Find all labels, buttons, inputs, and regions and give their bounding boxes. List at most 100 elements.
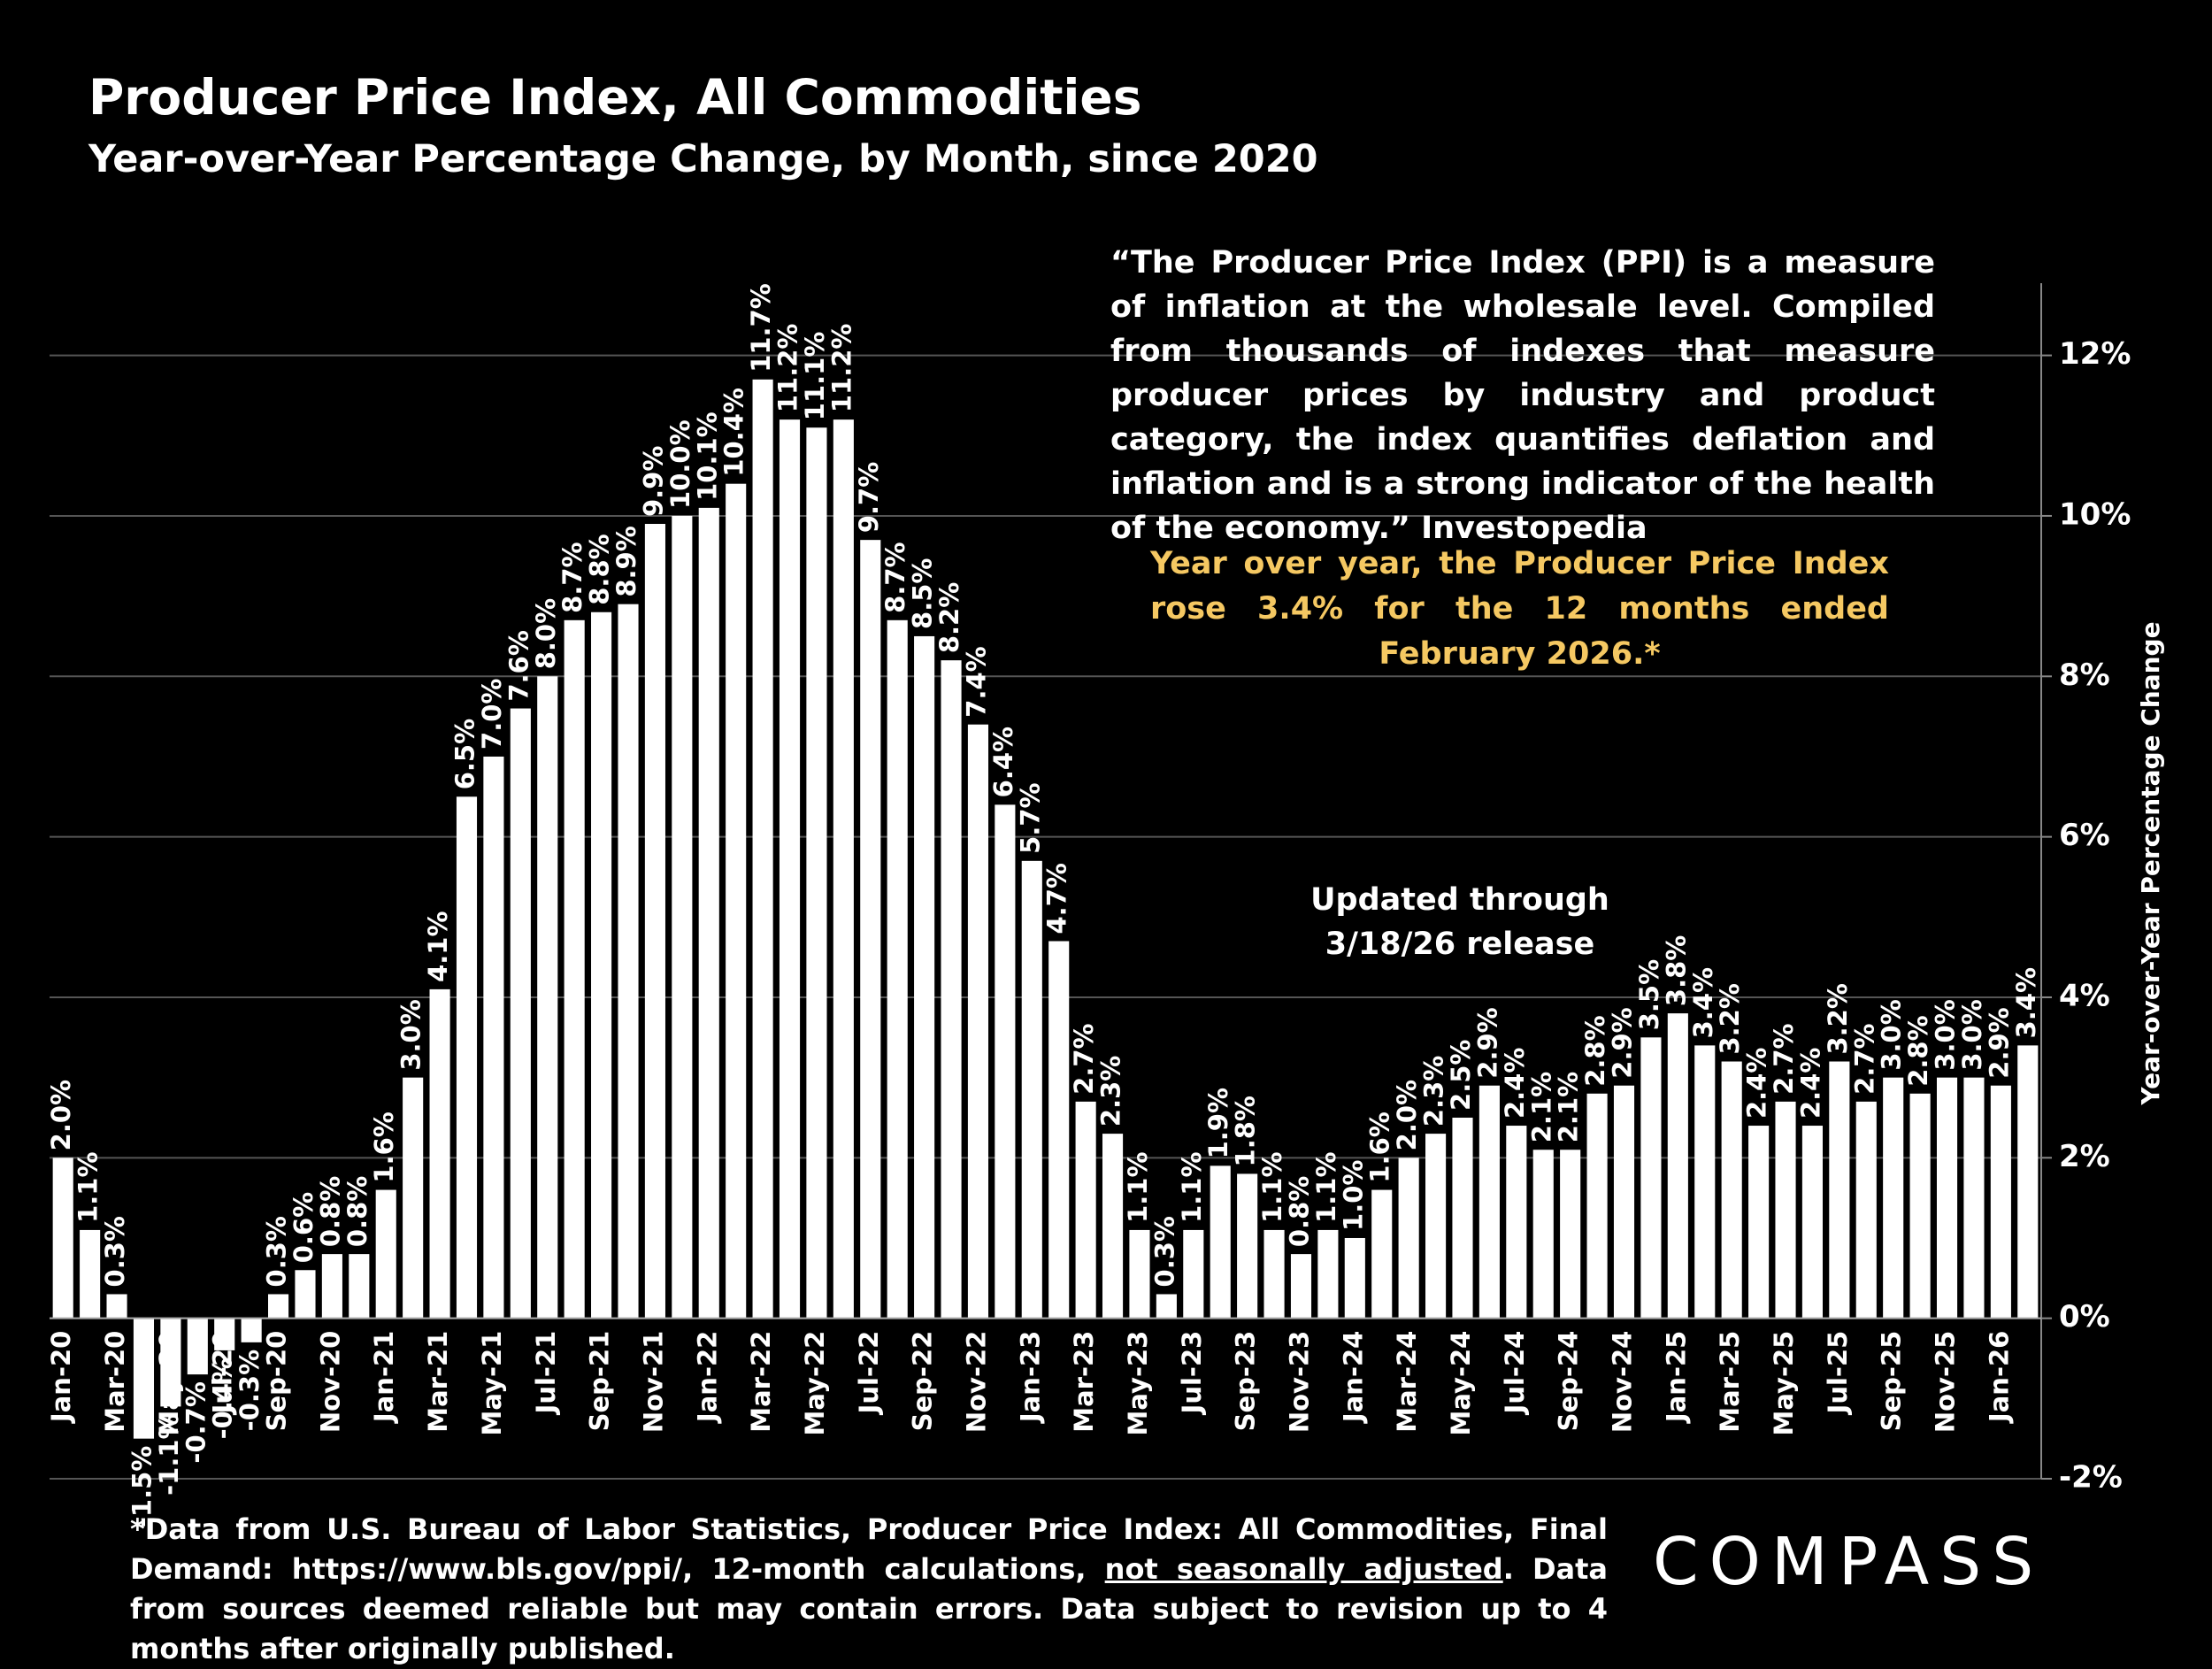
value-label: 8.2% (934, 582, 964, 653)
x-tick-label: Jan-21 (369, 1331, 399, 1424)
y-tick-label: 2% (2059, 1139, 2110, 1174)
y-tick-label: 6% (2059, 818, 2110, 853)
bar (537, 676, 558, 1319)
bar (1263, 1229, 1285, 1319)
value-label: 0.3% (100, 1216, 130, 1287)
value-label: 9.7% (854, 462, 884, 533)
bar (106, 1294, 127, 1319)
value-label: 8.0% (531, 598, 561, 669)
value-label: 0.8% (315, 1176, 345, 1247)
bar (80, 1229, 101, 1319)
bar (2017, 1045, 2039, 1319)
bar (726, 483, 747, 1319)
bar (1990, 1085, 2011, 1319)
value-label: 2.4% (1742, 1048, 1772, 1119)
value-label: 3.0% (1931, 999, 1961, 1070)
value-label: 0.6% (288, 1192, 319, 1263)
value-label: 1.6% (1365, 1111, 1395, 1182)
x-tick-label: Sep-20 (262, 1331, 292, 1432)
value-label: 8.8% (585, 534, 615, 604)
value-label: 8.7% (557, 542, 588, 612)
value-label: 2.7% (1769, 1023, 1799, 1094)
bar (806, 427, 827, 1319)
value-label: 10.4% (719, 388, 749, 477)
footnote-text: *Data from U.S. Bureau of Labor Statisti… (130, 1512, 1608, 1586)
value-label: 1.8% (1231, 1096, 1261, 1166)
x-tick-label: May-25 (1769, 1331, 1799, 1436)
x-tick-label: Jul-24 (1500, 1331, 1530, 1416)
value-label: 1.1% (73, 1151, 104, 1222)
bar (860, 540, 881, 1319)
x-tick-label: Jul-22 (854, 1331, 884, 1416)
value-label: 6.4% (988, 727, 1018, 797)
value-label: 3.2% (1715, 983, 1745, 1054)
value-label: 0.8% (342, 1176, 373, 1247)
value-label: 2.7% (1849, 1023, 1879, 1094)
bar (295, 1270, 316, 1319)
x-tick-label: Nov-24 (1608, 1331, 1638, 1434)
value-label: 2.4% (1500, 1048, 1530, 1119)
x-tick-label: Nov-21 (638, 1331, 668, 1434)
value-label: 4.7% (1042, 863, 1072, 934)
value-label: 1.1% (1257, 1151, 1287, 1222)
y-tick-label: 12% (2059, 336, 2131, 372)
bar (779, 419, 801, 1319)
bar (1855, 1101, 1877, 1319)
bar (1829, 1061, 1850, 1319)
value-label: 1.0% (1338, 1160, 1368, 1231)
y-tick-label: -2% (2059, 1460, 2123, 1496)
quote: “The Producer Price Index (PPI) is a mea… (1110, 245, 1935, 546)
bar (833, 419, 854, 1319)
chart-subtitle: Year-over-Year Percentage Change, by Mon… (88, 137, 1318, 181)
bar (429, 988, 450, 1319)
bar (1909, 1093, 1931, 1319)
bar (1344, 1237, 1365, 1319)
y-axis-label: Year-over-Year Percentage Change (2136, 621, 2165, 1105)
bar (483, 756, 504, 1319)
value-label: -1.1% (154, 1413, 184, 1495)
x-tick-label: Jan-20 (46, 1331, 76, 1424)
y-tick-label: 4% (2059, 978, 2110, 1013)
value-label: 2.9% (1472, 1007, 1502, 1078)
bar (1021, 860, 1042, 1319)
value-label: -0.7% (180, 1381, 211, 1463)
x-tick-label: Jul-23 (1177, 1331, 1207, 1416)
value-label: 8.7% (880, 542, 910, 612)
bar (1506, 1126, 1527, 1319)
value-label: 2.8% (1580, 1015, 1610, 1086)
value-label: 6.5% (449, 719, 480, 789)
bar (268, 1294, 289, 1319)
bar (510, 708, 531, 1319)
x-tick-label: Nov-23 (1284, 1331, 1314, 1434)
value-label: 5.7% (1015, 782, 1045, 853)
bar (618, 604, 639, 1319)
value-label: 11.2% (773, 324, 803, 413)
value-label: 0.3% (262, 1216, 292, 1287)
value-label: 8.9% (611, 526, 641, 596)
value-label: 11.2% (826, 324, 856, 413)
bar (321, 1254, 342, 1319)
bar (1237, 1173, 1258, 1319)
value-label: 4.1% (423, 911, 453, 981)
x-tick-label: May-21 (477, 1331, 507, 1436)
x-tick-label: Mar-22 (746, 1331, 776, 1433)
value-label: 3.5% (1634, 959, 1664, 1030)
x-tick-label: Sep-24 (1554, 1331, 1584, 1432)
bar (1183, 1229, 1204, 1319)
bar (1129, 1229, 1150, 1319)
bar (564, 619, 585, 1319)
x-tick-label: Mar-24 (1392, 1331, 1422, 1433)
y-tick-label: 10% (2059, 496, 2131, 532)
x-tick-label: Mar-25 (1715, 1331, 1745, 1433)
footnote-underlined: not seasonally adjusted (1104, 1552, 1503, 1586)
bar (241, 1318, 262, 1342)
x-tick-label: May-24 (1446, 1331, 1476, 1436)
value-label: 3.2% (1823, 983, 1853, 1054)
x-tick-label: Nov-25 (1931, 1331, 1961, 1434)
x-tick-label: May-23 (1123, 1331, 1153, 1436)
x-tick-label: Jan-25 (1661, 1331, 1691, 1424)
x-tick-label: May-22 (800, 1331, 830, 1436)
value-label: 2.1% (1554, 1072, 1584, 1142)
value-label: 3.0% (1957, 999, 1987, 1070)
